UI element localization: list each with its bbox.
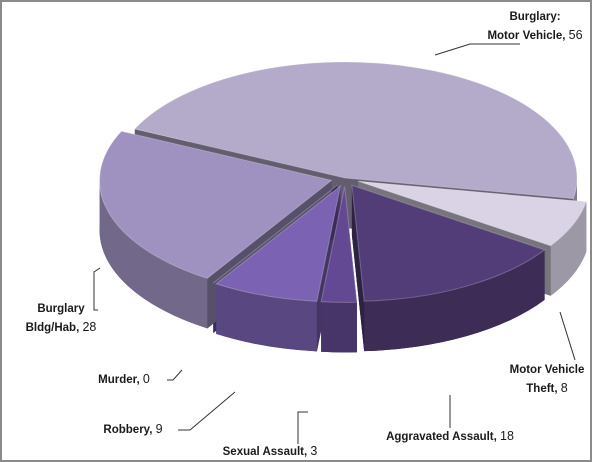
slice-rim [550, 201, 587, 296]
label-name: Sexual Assault, [222, 446, 311, 458]
label-value: 18 [500, 429, 514, 443]
pie [99, 61, 587, 353]
label-value: 28 [82, 320, 97, 334]
slice [215, 184, 342, 302]
slice-rim [99, 180, 208, 329]
slice [357, 180, 587, 247]
label-name: Motor Vehicle Theft, [509, 364, 585, 395]
data-label: Burglary Bldg/Hab, 28 [20, 300, 102, 337]
label-name: Burglary: Motor Vehicle, [487, 11, 566, 42]
leader [297, 411, 308, 444]
label-name: Murder, [98, 374, 143, 386]
label-name: Aggravated Assault, [386, 431, 501, 443]
leader [434, 43, 520, 56]
data-label: Aggravated Assault, 18 [380, 427, 520, 446]
label-name: Burglary Bldg/Hab, [25, 303, 85, 334]
label-value: 8 [560, 381, 568, 395]
slice [351, 184, 546, 302]
data-label: Robbery, 9 [88, 420, 178, 439]
leader [559, 311, 576, 361]
label-name: Robbery, [103, 424, 156, 436]
data-label: Sexual Assault, 3 [200, 442, 340, 461]
slice [99, 130, 333, 279]
slice [212, 184, 338, 284]
slice-rim [216, 283, 317, 352]
slice-wall [351, 185, 365, 352]
label-value: 0 [142, 372, 150, 386]
leader [93, 267, 101, 311]
leader [178, 391, 236, 431]
data-label: Murder, 0 [80, 370, 168, 389]
leader [167, 369, 183, 381]
slice-rim [364, 249, 545, 352]
slice-rim [321, 301, 357, 353]
data-label: Burglary: Motor Vehicle, 56 [470, 8, 592, 45]
label-value: 3 [310, 444, 318, 458]
data-label: Motor Vehicle Theft, 8 [505, 361, 589, 398]
slice [320, 186, 358, 303]
slice [133, 61, 578, 200]
label-value: 9 [155, 422, 163, 436]
label-value: 56 [568, 28, 583, 42]
